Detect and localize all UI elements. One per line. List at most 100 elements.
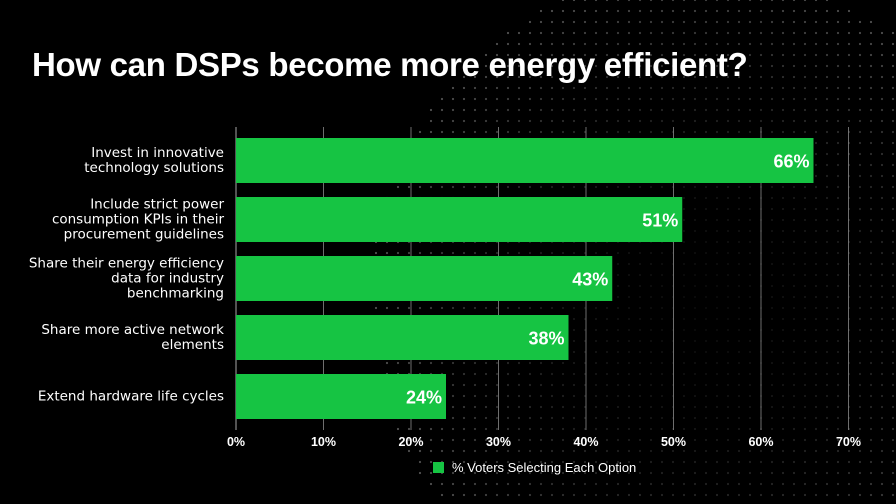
background-dot <box>649 306 653 310</box>
background-dot <box>605 53 609 57</box>
background-dot <box>858 328 862 332</box>
background-dot <box>781 405 785 409</box>
background-dot <box>869 152 873 156</box>
background-dot <box>891 284 895 288</box>
background-dot <box>836 9 840 13</box>
background-dot <box>726 97 730 101</box>
background-dot <box>451 119 455 123</box>
background-dot <box>836 130 840 134</box>
background-dot <box>836 383 840 387</box>
background-dot <box>561 185 565 189</box>
background-dot <box>814 141 818 145</box>
background-dot <box>803 394 807 398</box>
background-dot <box>539 130 543 134</box>
background-dot <box>671 31 675 35</box>
background-dot <box>814 119 818 123</box>
background-dot <box>693 108 697 112</box>
background-dot <box>638 361 642 365</box>
background-dot <box>473 427 477 431</box>
background-dot <box>473 64 477 68</box>
background-dot <box>473 460 477 464</box>
background-dot <box>693 471 697 475</box>
background-dot <box>770 64 774 68</box>
background-dot <box>539 42 543 46</box>
background-dot <box>836 284 840 288</box>
background-dot <box>462 438 466 442</box>
background-dot <box>825 482 829 486</box>
background-dot <box>528 361 532 365</box>
background-dot <box>660 339 664 343</box>
background-dot <box>836 229 840 233</box>
background-dot <box>858 449 862 453</box>
background-dot <box>605 350 609 354</box>
background-dot <box>781 383 785 387</box>
background-dot <box>616 295 620 299</box>
background-dot <box>561 53 565 57</box>
background-dot <box>451 438 455 442</box>
background-dot <box>737 284 741 288</box>
background-dot <box>550 75 554 79</box>
background-dot <box>770 86 774 90</box>
background-dot <box>748 284 752 288</box>
background-dot <box>748 218 752 222</box>
background-dot <box>792 262 796 266</box>
background-dot <box>891 482 895 486</box>
background-dot <box>814 295 818 299</box>
background-dot <box>583 449 587 453</box>
background-dot <box>506 405 510 409</box>
background-dot <box>792 482 796 486</box>
category-label: Share more active network elements <box>41 321 224 353</box>
background-dot <box>627 295 631 299</box>
background-dot <box>847 20 851 24</box>
background-dot <box>792 218 796 222</box>
background-dot <box>649 130 653 134</box>
background-dot <box>825 460 829 464</box>
background-dot <box>660 251 664 255</box>
background-dot <box>814 361 818 365</box>
background-dot <box>484 482 488 486</box>
background-dot <box>704 42 708 46</box>
background-dot <box>737 207 741 211</box>
background-dot <box>825 229 829 233</box>
background-dot <box>781 53 785 57</box>
background-dot <box>572 493 576 497</box>
background-dot <box>418 427 422 431</box>
background-dot <box>550 471 554 475</box>
background-dot <box>891 251 895 255</box>
background-dot <box>748 339 752 343</box>
background-dot <box>671 0 675 2</box>
background-dot <box>473 493 477 497</box>
background-dot <box>528 31 532 35</box>
background-dot <box>682 9 686 13</box>
background-dot <box>550 427 554 431</box>
background-dot <box>605 9 609 13</box>
background-dot <box>825 185 829 189</box>
background-dot <box>605 416 609 420</box>
background-dot <box>781 416 785 420</box>
background-dot <box>770 438 774 442</box>
background-dot <box>814 438 818 442</box>
background-dot <box>814 53 818 57</box>
background-dot <box>440 438 444 442</box>
background-dot <box>869 207 873 211</box>
background-dot <box>506 53 510 57</box>
bar <box>236 256 613 301</box>
background-dot <box>605 306 609 310</box>
background-dot <box>407 438 411 442</box>
background-dot <box>649 449 653 453</box>
background-dot <box>770 75 774 79</box>
background-dot <box>649 383 653 387</box>
background-dot <box>451 251 455 255</box>
background-dot <box>825 0 829 2</box>
bar-data-label: 38% <box>528 329 564 349</box>
background-dot <box>407 449 411 453</box>
background-dot <box>594 493 598 497</box>
background-dot <box>693 361 697 365</box>
background-dot <box>583 328 587 332</box>
background-dot <box>682 493 686 497</box>
background-dot <box>539 97 543 101</box>
background-dot <box>836 427 840 431</box>
background-dot <box>847 97 851 101</box>
background-dot <box>572 53 576 57</box>
background-dot <box>682 438 686 442</box>
